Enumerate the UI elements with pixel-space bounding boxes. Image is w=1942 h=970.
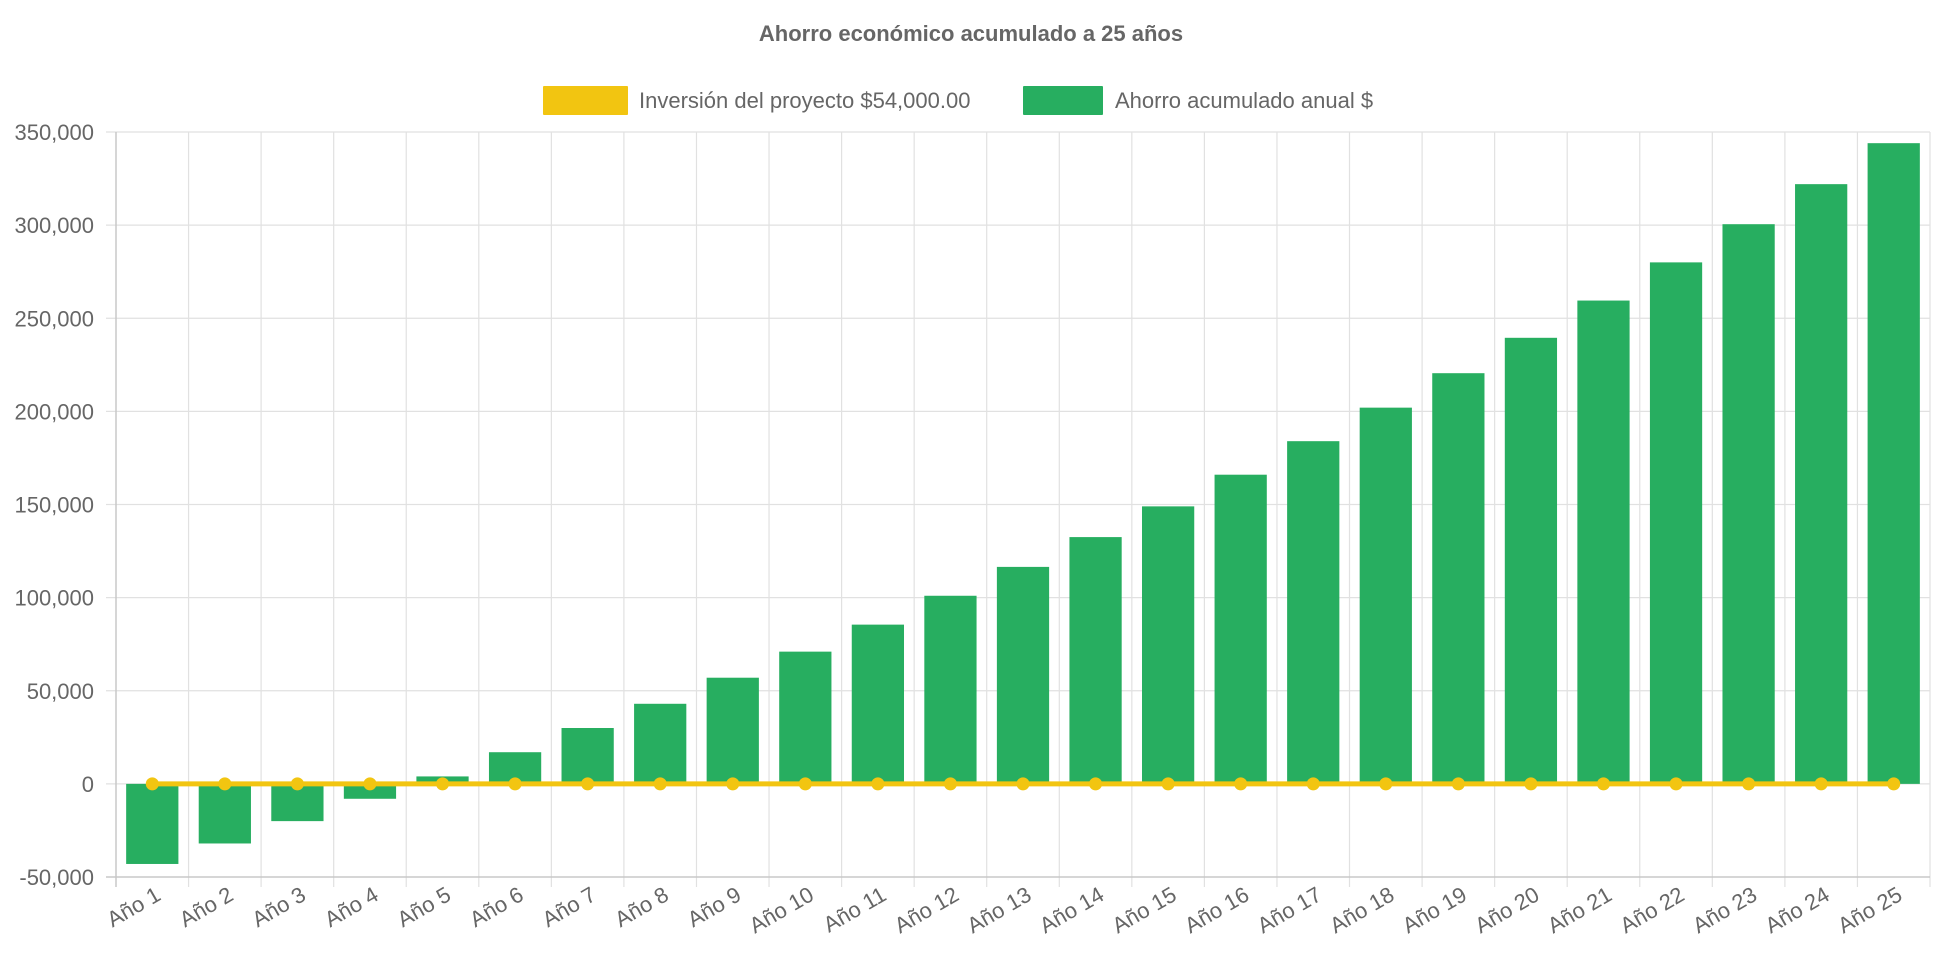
investment-point xyxy=(1234,777,1248,791)
investment-point xyxy=(1742,777,1756,791)
y-axis-ticks: -50,000 0 50,000 100,000 150,000 200,000 250,0… xyxy=(14,120,94,890)
x-tick-label: Año 1 xyxy=(102,882,164,932)
investment-point xyxy=(218,777,232,791)
savings-bar xyxy=(1359,407,1412,784)
legend-label-savings[interactable]: Ahorro acumulado anual $ xyxy=(1115,88,1373,113)
y-tick-label: 0 xyxy=(82,772,94,797)
savings-bar xyxy=(706,677,759,784)
investment-point xyxy=(436,777,450,791)
legend: Inversión del proyecto $54,000.00 Ahorro… xyxy=(543,86,1373,115)
x-tick-label: Año 6 xyxy=(465,882,527,932)
investment-point xyxy=(1596,777,1610,791)
investment-point xyxy=(1814,777,1828,791)
x-tick-label: Año 21 xyxy=(1543,882,1616,939)
chart-title: Ahorro económico acumulado a 25 años xyxy=(759,21,1183,46)
y-tick-label: 300,000 xyxy=(14,213,94,238)
y-tick-label: 350,000 xyxy=(14,120,94,145)
investment-point xyxy=(508,777,522,791)
savings-bar xyxy=(126,783,179,864)
x-tick-label: Año 23 xyxy=(1688,882,1761,939)
x-tick-label: Año 3 xyxy=(248,882,310,932)
x-tick-label: Año 18 xyxy=(1325,882,1398,939)
x-tick-label: Año 14 xyxy=(1035,882,1108,939)
x-tick-label: Año 8 xyxy=(610,882,672,932)
savings-bar xyxy=(1867,143,1920,784)
x-tick-label: Año 2 xyxy=(175,882,237,932)
x-tick-label: Año 25 xyxy=(1833,882,1906,939)
savings-bar xyxy=(1069,537,1122,784)
investment-point xyxy=(581,777,595,791)
x-tick-label: Año 17 xyxy=(1253,882,1326,939)
legend-swatch-savings[interactable] xyxy=(1023,86,1103,115)
y-tick-label: 200,000 xyxy=(14,399,94,424)
legend-label-investment[interactable]: Inversión del proyecto $54,000.00 xyxy=(639,88,970,113)
savings-bar xyxy=(1141,506,1195,784)
investment-point xyxy=(145,777,159,791)
savings-bar xyxy=(1432,373,1485,784)
x-tick-label: Año 24 xyxy=(1761,882,1834,939)
gridlines xyxy=(106,131,1931,887)
investment-point xyxy=(1887,777,1901,791)
investment-point xyxy=(1524,777,1538,791)
y-tick-label: 150,000 xyxy=(14,493,94,518)
savings-bar xyxy=(779,651,832,784)
investment-point xyxy=(290,777,304,791)
line-series xyxy=(145,777,1901,791)
x-tick-label: Año 5 xyxy=(393,882,455,932)
x-tick-label: Año 4 xyxy=(320,882,382,932)
investment-point xyxy=(1669,777,1683,791)
investment-point xyxy=(943,777,957,791)
y-tick-label: 250,000 xyxy=(14,306,94,331)
x-tick-label: Año 15 xyxy=(1108,882,1181,939)
investment-point xyxy=(1016,777,1030,791)
y-tick-label: -50,000 xyxy=(19,865,94,890)
savings-bar xyxy=(343,783,397,799)
savings-bar xyxy=(1504,337,1558,784)
investment-point xyxy=(1379,777,1393,791)
x-tick-label: Año 10 xyxy=(745,882,818,939)
x-axis-ticks: Año 1 Año 2 Año 3 Año 4 Año 5 Año 6 Año 7 Año 8… xyxy=(102,882,1906,939)
investment-point xyxy=(1089,777,1103,791)
y-tick-label: 100,000 xyxy=(14,586,94,611)
x-tick-label: Año 22 xyxy=(1616,882,1689,939)
investment-point xyxy=(1451,777,1465,791)
savings-bar xyxy=(1287,441,1340,784)
savings-bar xyxy=(996,566,1050,784)
savings-bar xyxy=(1577,300,1630,784)
investment-point xyxy=(871,777,885,791)
x-tick-label: Año 7 xyxy=(538,882,600,932)
x-tick-label: Año 16 xyxy=(1180,882,1253,939)
savings-bar xyxy=(1649,262,1703,784)
x-tick-label: Año 11 xyxy=(819,882,890,938)
savings-bar xyxy=(1722,224,1775,784)
investment-point xyxy=(726,777,740,791)
savings-bar xyxy=(1795,184,1848,784)
x-tick-label: Año 9 xyxy=(683,882,745,932)
investment-point xyxy=(363,777,377,791)
bar-series xyxy=(126,143,1920,864)
investment-point xyxy=(1306,777,1320,791)
savings-bar xyxy=(634,703,687,784)
y-tick-label: 50,000 xyxy=(27,679,94,704)
investment-point xyxy=(653,777,667,791)
legend-swatch-investment[interactable] xyxy=(543,86,628,115)
savings-bar xyxy=(561,728,614,784)
savings-bar xyxy=(924,595,977,784)
investment-point xyxy=(1161,777,1175,791)
savings-bar xyxy=(1214,474,1267,784)
x-tick-label: Año 20 xyxy=(1471,882,1544,939)
axes xyxy=(106,132,1930,887)
savings-bar xyxy=(851,624,905,784)
x-tick-label: Año 12 xyxy=(890,882,963,939)
savings-bar xyxy=(198,783,251,844)
x-tick-label: Año 13 xyxy=(963,882,1036,939)
x-tick-label: Año 19 xyxy=(1398,882,1471,939)
investment-point xyxy=(798,777,812,791)
